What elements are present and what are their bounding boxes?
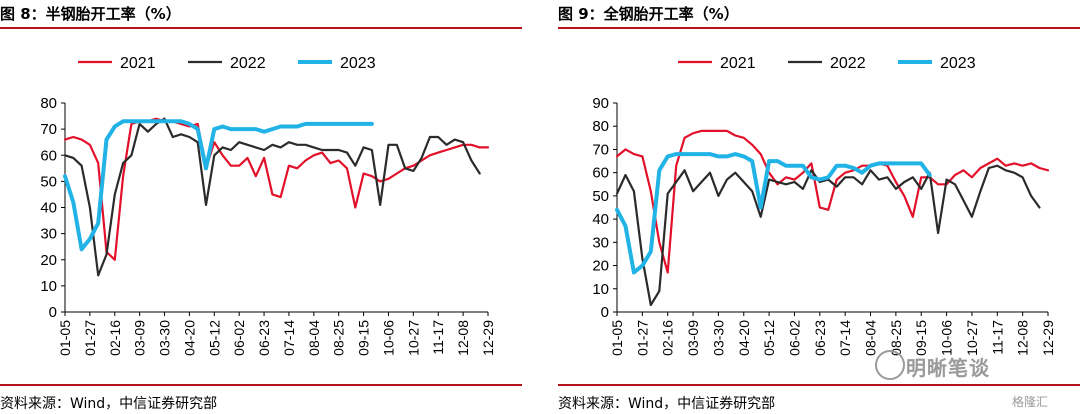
chart-title: 图 9：全钢胎开工率（%）	[558, 5, 739, 23]
x-tick-label: 09-15	[356, 320, 372, 356]
x-tick-label: 07-14	[281, 320, 297, 356]
x-tick-label: 03-09	[685, 320, 701, 356]
y-tick-label: 20	[40, 252, 57, 269]
series-line-2022	[615, 164, 1041, 307]
legend-label: 2021	[120, 55, 156, 72]
x-tick-label: 04-20	[181, 320, 197, 356]
x-tick-label: 05-12	[206, 320, 222, 356]
x-tick-label: 08-25	[331, 320, 347, 356]
y-tick-label: 0	[49, 304, 57, 321]
y-tick-label: 50	[40, 173, 57, 190]
y-tick-label: 80	[592, 118, 609, 135]
series-line-2023	[63, 119, 374, 252]
chart-panel-all-steel: 图 9：全钢胎开工率（%） 0 10 20 30 40 50 60 70 80 90 01-05 01…	[540, 0, 1080, 414]
x-tick-label: 12-29	[1040, 320, 1056, 356]
series-line-2022	[63, 117, 481, 277]
watermark-text: 明晰笔谈	[906, 356, 990, 380]
y-tick-label: 60	[592, 165, 609, 182]
series-line-2021	[615, 129, 1050, 274]
x-tick-label: 06-23	[256, 320, 272, 356]
x-tick-label: 01-05	[57, 320, 73, 356]
line-chart-semi-steel: 0 10 20 30 40 50 60 70 80 01-05 01-27 02-16 03-09 03-…	[40, 55, 496, 356]
y-tick-label: 70	[40, 121, 57, 138]
x-tick-label: 09-15	[913, 320, 929, 356]
x-tick-label: 05-12	[761, 320, 777, 356]
y-tick-label: 40	[40, 200, 57, 217]
x-tick-label: 10-06	[939, 320, 955, 356]
y-tick-label: 80	[40, 95, 57, 112]
x-tick-label: 12-29	[480, 320, 496, 356]
legend-label: 2022	[230, 55, 266, 72]
x-tick-label: 11-17	[430, 320, 446, 355]
legend-label: 2023	[940, 55, 976, 72]
x-tick-label: 03-30	[157, 320, 173, 356]
chart-title: 图 8：半钢胎开工率（%）	[0, 5, 181, 23]
x-tick-label: 01-27	[634, 320, 650, 356]
y-tick-label: 60	[40, 147, 57, 164]
x-tick-label: 10-27	[405, 320, 421, 356]
x-tick-label: 04-20	[736, 320, 752, 356]
chart-panel-semi-steel: 图 8：半钢胎开工率（%） 0 10 20 30 40 50 60 70 80 01-05 01-2…	[0, 5, 522, 412]
x-tick-label: 12-08	[455, 320, 471, 356]
source-divider	[0, 384, 522, 386]
title-divider	[558, 27, 1080, 29]
x-tick-label: 01-27	[82, 320, 98, 356]
x-tick-label: 11-17	[989, 320, 1005, 355]
x-tick-label: 02-16	[107, 320, 123, 356]
source-note: 资料来源：Wind，中信证券研究部	[0, 396, 218, 412]
wechat-icon	[875, 350, 905, 380]
y-tick-label: 30	[40, 226, 57, 243]
line-chart-all-steel: 0 10 20 30 40 50 60 70 80 90 01-05 01-27 02-16 03-09 0…	[592, 55, 1056, 356]
x-tick-label: 03-09	[132, 320, 148, 356]
series-line-2021	[63, 117, 490, 261]
watermark-sub: 格隆汇	[1012, 395, 1049, 409]
x-tick-label: 02-16	[660, 320, 676, 356]
x-tick-label: 07-14	[837, 320, 853, 356]
x-tick-label: 10-06	[380, 320, 396, 356]
title-divider	[0, 27, 522, 29]
y-tick-label: 30	[592, 234, 609, 251]
legend-label: 2021	[720, 55, 756, 72]
legend-label: 2023	[340, 55, 376, 72]
x-tick-label: 03-30	[710, 320, 726, 356]
y-tick-label: 50	[592, 188, 609, 205]
legend-label: 2022	[830, 55, 866, 72]
x-tick-label: 01-05	[609, 320, 625, 356]
y-tick-label: 10	[592, 281, 609, 298]
x-tick-label: 10-27	[964, 320, 980, 356]
x-tick-label: 06-02	[786, 320, 802, 356]
y-tick-label: 90	[592, 95, 609, 112]
x-tick-label: 12-08	[1015, 320, 1031, 356]
x-tick-label: 08-04	[863, 320, 879, 356]
source-divider	[558, 384, 1080, 386]
x-tick-label: 08-25	[888, 320, 904, 356]
source-note: 资料来源：Wind，中信证券研究部	[558, 396, 776, 412]
x-tick-label: 06-02	[231, 320, 247, 356]
x-tick-label: 06-23	[812, 320, 828, 356]
y-tick-label: 20	[592, 258, 609, 275]
series-line-2023	[615, 152, 932, 275]
x-tick-label: 08-04	[306, 320, 322, 356]
y-tick-label: 0	[601, 304, 609, 321]
y-tick-label: 70	[592, 141, 609, 158]
y-tick-label: 10	[40, 278, 57, 295]
y-tick-label: 40	[592, 211, 609, 228]
